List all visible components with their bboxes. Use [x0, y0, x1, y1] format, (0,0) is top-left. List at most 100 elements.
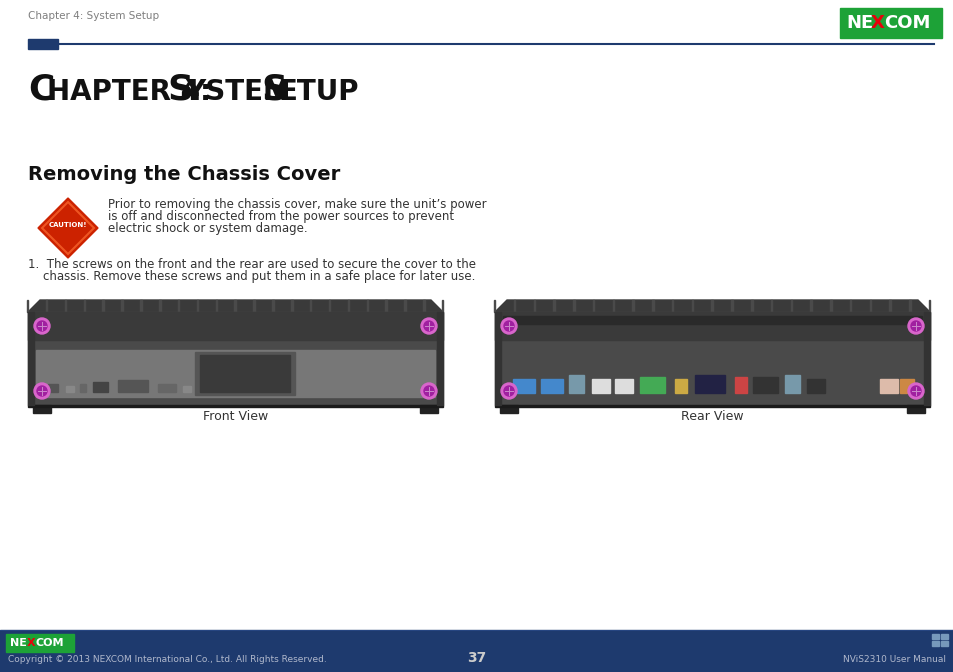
Bar [809, 300, 811, 312]
Circle shape [37, 386, 47, 396]
Bar [592, 379, 609, 393]
Bar [592, 300, 594, 312]
Bar [931, 641, 938, 646]
Bar [806, 379, 824, 393]
Bar [495, 312, 929, 340]
Bar [573, 300, 574, 312]
Circle shape [907, 318, 923, 334]
Bar [752, 377, 778, 393]
Bar [28, 405, 442, 407]
Bar [28, 312, 442, 405]
Bar [291, 300, 293, 312]
Bar [711, 300, 712, 312]
Text: NE: NE [10, 638, 27, 648]
Circle shape [37, 321, 47, 331]
Bar [495, 312, 500, 405]
Polygon shape [38, 198, 98, 258]
Bar [879, 379, 897, 393]
Text: HAPTER 4:: HAPTER 4: [47, 78, 220, 106]
Bar [121, 300, 123, 312]
Circle shape [503, 386, 514, 396]
Bar [923, 312, 929, 405]
Bar [234, 300, 235, 312]
Circle shape [423, 321, 434, 331]
Bar [849, 300, 850, 312]
Bar [495, 405, 929, 407]
Text: NViS2310 User Manual: NViS2310 User Manual [842, 655, 945, 664]
Circle shape [910, 321, 920, 331]
Bar [92, 382, 108, 392]
Bar [931, 634, 938, 639]
Circle shape [420, 318, 436, 334]
Bar [200, 355, 290, 392]
Text: NE: NE [845, 14, 872, 32]
Bar [253, 300, 254, 312]
Bar [196, 300, 198, 312]
Bar [423, 300, 424, 312]
Text: COM: COM [36, 638, 65, 648]
Text: S: S [261, 73, 287, 107]
Text: C: C [28, 73, 54, 107]
Text: COM: COM [883, 14, 929, 32]
Bar [940, 634, 947, 639]
Bar [639, 377, 664, 393]
Bar [784, 375, 800, 393]
Text: Front View: Front View [203, 410, 268, 423]
Bar [118, 380, 148, 392]
Bar [102, 300, 104, 312]
Bar [502, 316, 921, 324]
Bar [553, 300, 555, 312]
Text: Prior to removing the chassis cover, make sure the unit’s power: Prior to removing the chassis cover, mak… [108, 198, 486, 211]
Bar [158, 384, 175, 392]
Bar [36, 351, 435, 397]
Bar [6, 634, 74, 652]
Bar [869, 300, 870, 312]
Bar [46, 300, 48, 312]
Text: S: S [167, 73, 193, 107]
Bar [194, 353, 294, 395]
Bar [366, 300, 368, 312]
Bar [66, 386, 74, 392]
Circle shape [420, 383, 436, 399]
Bar [80, 384, 86, 392]
Bar [48, 384, 58, 392]
Bar [84, 300, 85, 312]
Bar [612, 300, 614, 312]
Polygon shape [495, 300, 929, 312]
Text: chassis. Remove these screws and put them in a safe place for later use.: chassis. Remove these screws and put the… [28, 270, 475, 283]
Bar [494, 300, 495, 312]
Circle shape [910, 386, 920, 396]
Bar [829, 300, 831, 312]
Bar [28, 312, 442, 340]
Bar [888, 300, 890, 312]
Bar [734, 377, 746, 393]
Bar [568, 375, 583, 393]
Bar [632, 300, 633, 312]
Bar [770, 300, 772, 312]
Bar [615, 379, 633, 393]
Bar [28, 312, 34, 405]
Text: CAUTION!: CAUTION! [49, 222, 87, 228]
Bar [652, 300, 653, 312]
Text: Removing the Chassis Cover: Removing the Chassis Cover [28, 165, 340, 184]
Text: X: X [27, 638, 35, 648]
Bar [28, 39, 58, 49]
Bar [695, 375, 724, 393]
Bar [177, 300, 179, 312]
Bar [906, 405, 924, 413]
Circle shape [907, 383, 923, 399]
Circle shape [500, 318, 517, 334]
Bar [329, 300, 330, 312]
Bar [310, 300, 311, 312]
Circle shape [34, 318, 50, 334]
Circle shape [34, 383, 50, 399]
Bar [514, 300, 515, 312]
Circle shape [503, 321, 514, 331]
Bar [27, 300, 29, 312]
Bar [272, 300, 274, 312]
Bar [513, 379, 535, 393]
Text: Chapter 4: System Setup: Chapter 4: System Setup [28, 11, 159, 21]
Bar [750, 300, 752, 312]
Bar [691, 300, 693, 312]
Bar [441, 300, 443, 312]
